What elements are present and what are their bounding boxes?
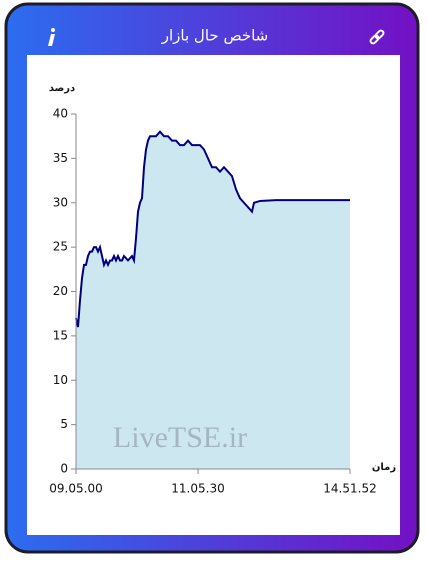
y-axis-label: درصد: [49, 83, 75, 94]
y-tick-label: 30: [53, 195, 68, 209]
y-tick-label: 10: [53, 373, 68, 387]
y-tick-label: 25: [53, 240, 68, 254]
x-tick-label: 14.51.52: [323, 482, 376, 496]
x-axis-label: زمان: [372, 462, 396, 473]
y-tick-label: 35: [53, 151, 68, 165]
info-icon[interactable]: [48, 28, 55, 46]
header-title: شاخص حال بازار: [161, 27, 268, 45]
watermark: LiveTSE.ir: [113, 421, 247, 454]
y-tick-label: 20: [53, 284, 68, 298]
y-tick-label: 40: [53, 107, 68, 121]
y-tick-label: 0: [60, 462, 68, 476]
area-fill: [76, 131, 350, 469]
x-tick-label: 11.05.30: [171, 482, 224, 496]
link-icon[interactable]: [369, 29, 385, 45]
line: [75, 130, 350, 328]
x-tick-label: 09.05.00: [49, 482, 102, 496]
y-tick-label: 15: [53, 328, 68, 342]
y-tick-label: 5: [60, 417, 68, 431]
